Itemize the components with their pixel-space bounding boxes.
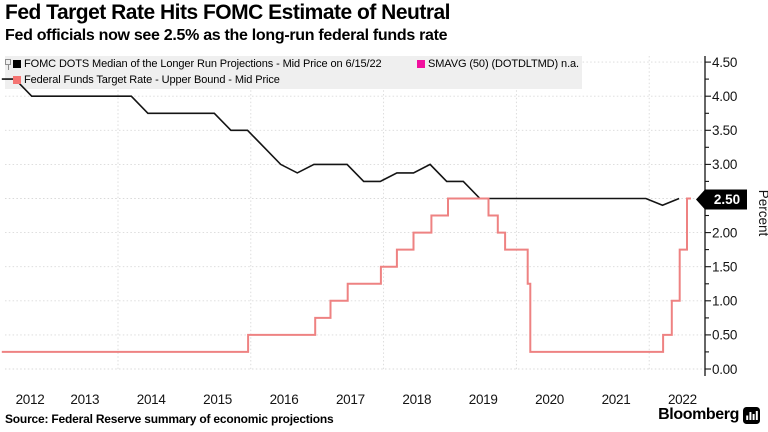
x-year-label: 2020 [535,392,564,407]
legend-pin-icon [5,58,13,71]
x-year-label: 2018 [402,392,431,407]
last-value-tag: 2.50 [696,189,747,210]
y-tick-label: 3.00 [712,157,737,172]
x-year-label: 2016 [270,392,299,407]
y-tick-label: 3.50 [712,123,737,138]
y-axis [704,56,711,376]
legend-label-fed-funds: Federal Funds Target Rate - Upper Bound … [24,73,280,86]
bloomberg-logo-icon [743,406,760,424]
legend-swatch-fomc-dots [13,60,21,68]
fomc-dots-median-line [1,78,680,207]
x-year-label: 2013 [70,392,99,407]
legend-label-smavg: SMAVG (50) (DOTDLTMD) n.a. [427,57,579,70]
series-lines [1,78,691,353]
source-note: Source: Federal Reserve summary of econo… [5,412,334,426]
axis-labels: 4.50 4.00 3.50 3.00 2.50 2.00 1.50 1.00 0.50 0.00… [16,55,738,407]
legend-swatch-fed-funds [13,76,21,84]
y-tick-label: 0.00 [712,362,737,377]
fed-funds-target-line [1,197,691,353]
y-tick-label: 1.50 [712,260,737,275]
bloomberg-wordmark: Bloomberg [658,406,739,423]
chart-subtitle: Fed officials now see 2.5% as the long-r… [5,27,448,44]
x-year-label: 2012 [16,392,45,407]
legend-row-1: FOMC DOTS Median of the Longer Run Proje… [5,56,582,72]
y-tick-label: 4.00 [712,89,737,104]
chart-legend: FOMC DOTS Median of the Longer Run Proje… [5,56,582,88]
gridlines [5,56,705,370]
last-value-tag-label: 2.50 [714,192,740,207]
bloomberg-brand: Bloomberg [658,406,760,424]
last-value-tag-shape [696,189,747,210]
y-tick-label: 2.00 [712,225,737,240]
legend-row-2: Federal Funds Target Rate - Upper Bound … [5,72,582,88]
legend-label-fomc-dots: FOMC DOTS Median of the Longer Run Proje… [24,57,382,70]
y-axis-title: Percent [756,190,768,237]
x-year-label: 2022 [668,392,697,407]
legend-item-smavg: SMAVG (50) (DOTDLTMD) n.a. [416,57,582,72]
x-year-label: 2021 [602,392,631,407]
y-tick-label: 1.00 [712,294,737,309]
x-year-label: 2015 [203,392,232,407]
chart-title: Fed Target Rate Hits FOMC Estimate of Ne… [5,1,451,24]
y-tick-label: 0.50 [712,328,737,343]
legend-background [5,56,582,89]
x-year-label: 2019 [469,392,498,407]
legend-swatch-smavg [416,60,425,68]
x-year-label: 2014 [137,392,167,407]
x-year-label: 2017 [336,392,365,407]
y-tick-label: 4.50 [712,55,737,70]
